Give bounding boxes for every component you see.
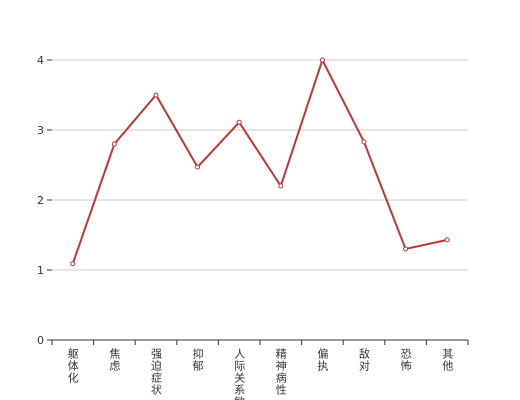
y-tick-label: 0 <box>37 334 44 347</box>
y-tick-label: 4 <box>37 54 44 67</box>
x-tick-label: 人际关系敏感 <box>233 348 246 400</box>
point <box>111 141 117 147</box>
point <box>278 183 284 189</box>
x-tick-label: 恐怖 <box>399 348 412 372</box>
y-tick-label: 2 <box>37 194 44 207</box>
y-tick-label: 1 <box>37 264 44 277</box>
point <box>319 57 325 63</box>
y-tick-label: 3 <box>37 124 44 137</box>
x-tick-label: 偏执 <box>316 347 329 372</box>
x-tick-label: 其他 <box>441 348 454 372</box>
line <box>71 57 448 265</box>
point <box>403 246 409 252</box>
point <box>153 92 159 98</box>
point <box>70 261 76 267</box>
x-tick-label: 抑郁 <box>191 347 204 372</box>
point <box>195 164 201 170</box>
point <box>444 237 450 243</box>
x-tick-label: 敌对 <box>358 347 371 372</box>
x-tick-label: 躯体化 <box>66 348 79 384</box>
x-tick-label: 焦虑 <box>108 348 121 372</box>
point <box>236 119 242 125</box>
x-tick-label: 强迫症状 <box>150 348 163 396</box>
x-tick-label: 精神病性 <box>274 348 287 396</box>
point <box>361 139 367 145</box>
